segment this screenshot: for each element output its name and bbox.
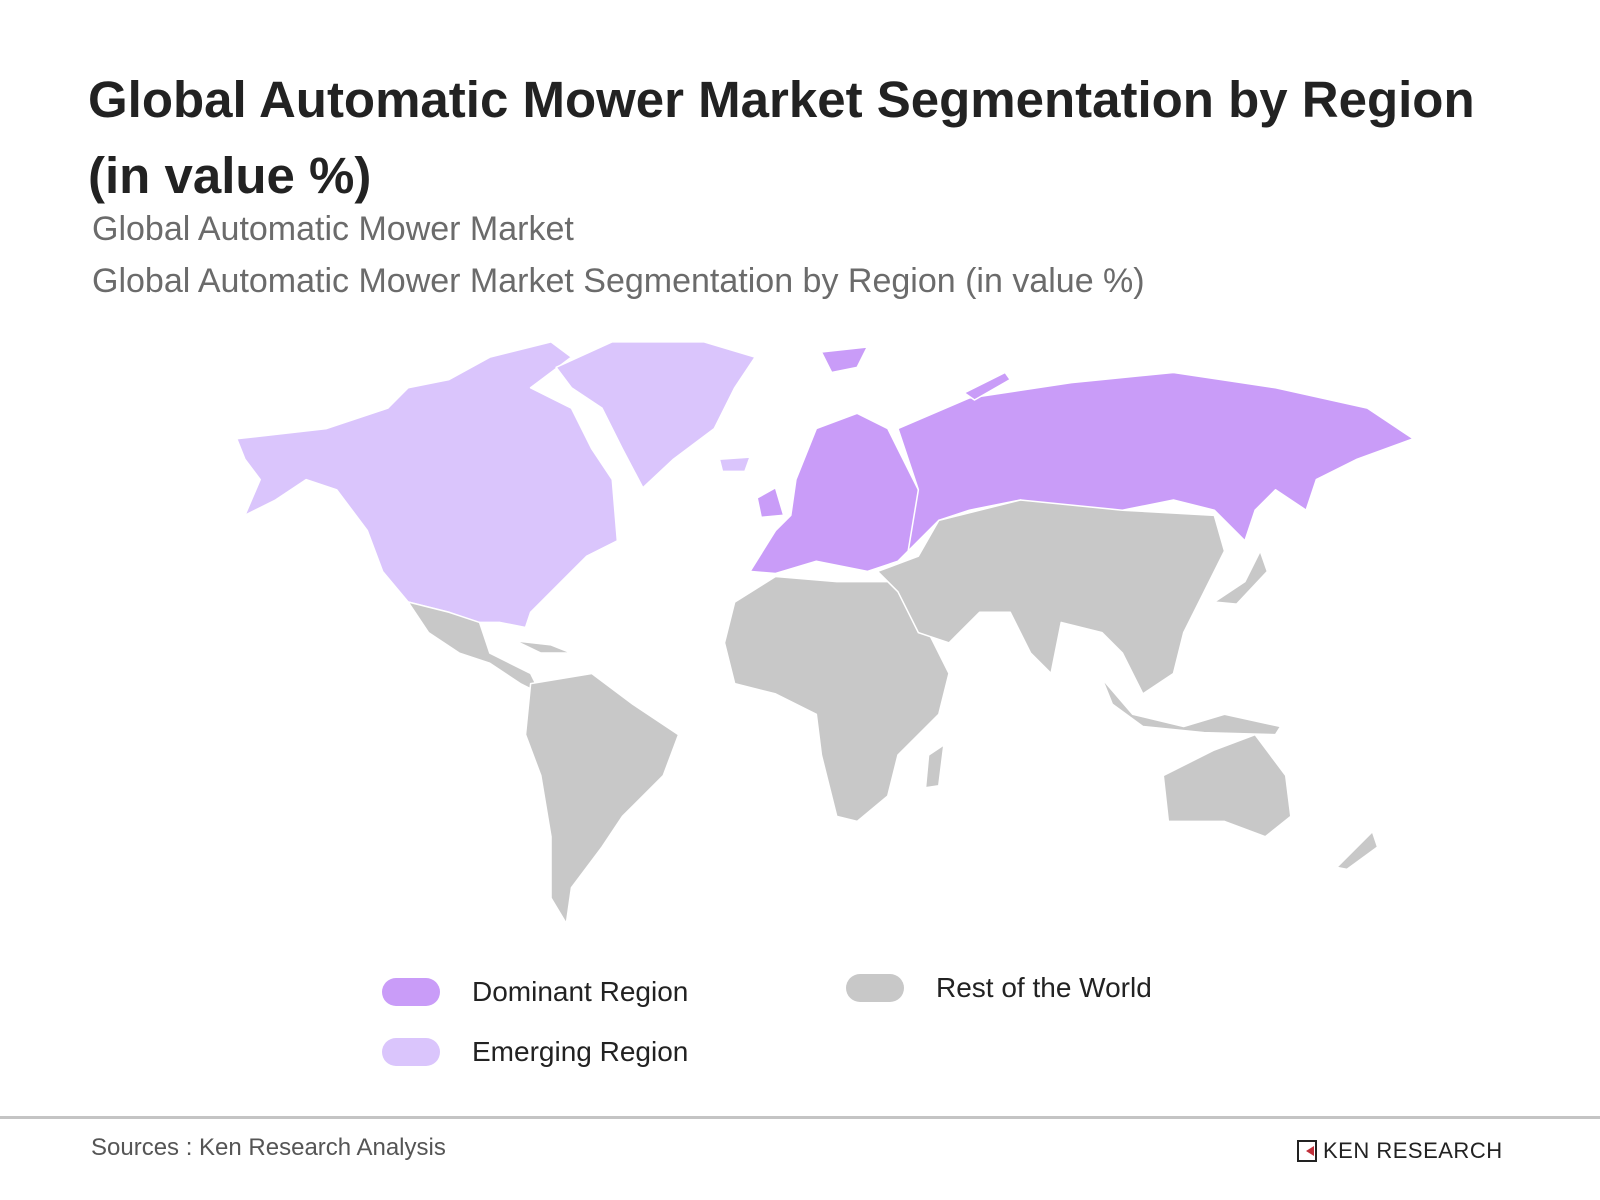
region-uk (756, 486, 785, 519)
region-japan (1213, 550, 1269, 605)
region-africa (723, 575, 950, 823)
region-new-zealand (1335, 830, 1379, 871)
legend-label-emerging: Emerging Region (472, 1036, 689, 1067)
footer-divider (0, 1116, 1600, 1119)
region-novaya-zemlya (963, 371, 1011, 401)
region-north-america (235, 341, 619, 629)
region-iceland (718, 456, 751, 473)
legend-swatch-rest (846, 974, 904, 1002)
legend-rest: Rest of the World (846, 972, 1152, 1004)
subtitle-segmentation: Global Automatic Mower Market Segmentati… (92, 262, 1145, 300)
legend-emerging: Emerging Region (382, 1036, 688, 1068)
legend-dominant: Dominant Region (382, 976, 688, 1008)
legend-label-rest: Rest of the World (936, 972, 1152, 1003)
legend-swatch-dominant (382, 978, 440, 1006)
region-russia (897, 371, 1415, 552)
legend-swatch-emerging (382, 1038, 440, 1066)
legend-label-dominant: Dominant Region (472, 976, 689, 1007)
region-madagascar (924, 744, 945, 789)
source-note: Sources : Ken Research Analysis (91, 1134, 446, 1161)
region-asia (876, 499, 1226, 695)
region-indonesia (1101, 677, 1282, 736)
region-australia (1162, 733, 1292, 838)
region-europe (749, 412, 920, 575)
region-svalbard (820, 346, 869, 374)
ken-research-logo: KEN RESEARCH (1297, 1138, 1503, 1164)
logo-text: KEN RESEARCH (1323, 1138, 1503, 1163)
region-south-america (524, 672, 680, 925)
subtitle-market: Global Automatic Mower Market (92, 210, 574, 248)
page-title: Global Automatic Mower Market Segmentati… (88, 71, 1475, 204)
logo-k-icon (1297, 1140, 1317, 1162)
region-caribbean (514, 640, 573, 654)
region-greenland (555, 341, 756, 489)
